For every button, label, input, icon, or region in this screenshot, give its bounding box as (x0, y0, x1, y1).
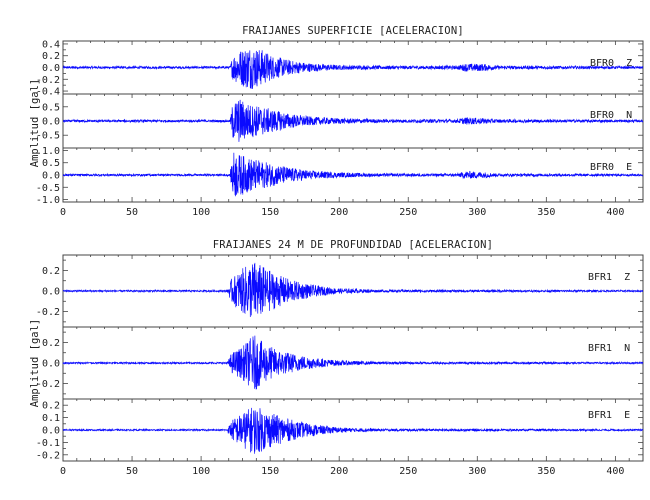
panel-bfr1-z: -0.2 0.0 0.2 BFR1 Z (36, 254, 644, 328)
y-tick-label-bfr1-e: 0.1 (42, 413, 60, 424)
trace-bfr0-e (62, 152, 644, 197)
trace-bfr1-z (62, 262, 644, 318)
y-tick-label-bfr1-z: -0.2 (36, 307, 60, 318)
depth-panel-group: FRAIJANES 24 M DE PROFUNDIDAD [ACELERACI… (29, 239, 644, 477)
x-tick-label: 100 (192, 207, 210, 218)
trace-bfr0-z (62, 50, 644, 90)
y-tick-label-bfr1-z: 0.2 (42, 266, 60, 277)
surface-panel-group: FRAIJANES SUPERFICIE [ACELERACION] Ampli… (29, 25, 644, 218)
y-tick-label-bfr0-z: -0.4 (36, 87, 60, 98)
y-tick-label-bfr1-e: -0.2 (36, 450, 60, 461)
x-tick-label: 50 (126, 466, 138, 477)
y-tick-label-bfr1-n: -0.2 (36, 379, 60, 390)
surface-chart-title: FRAIJANES SUPERFICIE [ACELERACION] (242, 25, 464, 37)
panel-bfr0-n: -0.5 0.0 0.5 BFR0 N (36, 93, 644, 149)
panel-bfr1-n: -0.2 0.0 0.2 BFR1 N (36, 326, 644, 400)
y-tick-label-bfr0-z: 0.0 (42, 63, 60, 74)
x-tick-label: 0 (60, 207, 66, 218)
y-tick-label-bfr0-z: -0.2 (36, 75, 60, 86)
x-tick-label: 300 (468, 207, 486, 218)
trace-bfr1-e (62, 407, 644, 454)
surface-x-axis: 0 50 100 150 200 250 300 350 400 (60, 41, 644, 218)
y-tick-label-bfr0-e: 1.0 (42, 146, 60, 157)
x-tick-label: 50 (126, 207, 138, 218)
x-tick-label: 350 (537, 466, 555, 477)
depth-y-axis-label: Amplitud [gal] (29, 319, 41, 408)
x-tick-label: 250 (399, 207, 417, 218)
y-tick-label-bfr0-e: 0.5 (42, 158, 60, 169)
y-tick-label-bfr1-z: 0.0 (42, 287, 60, 298)
depth-chart-title: FRAIJANES 24 M DE PROFUNDIDAD [ACELERACI… (213, 239, 493, 251)
y-tick-label-bfr0-e: -1.0 (36, 195, 60, 206)
trace-bfr0-n (62, 99, 644, 142)
station-label-bfr1-z: BFR1 Z (588, 272, 630, 283)
station-label-bfr1-n: BFR1 N (588, 343, 630, 354)
x-tick-label: 350 (537, 207, 555, 218)
panel-bfr0-z: -0.4-0.20.00.20.4 BFR0 Z (36, 39, 644, 98)
surface-y-axis-label: Amplitud [gal] (29, 79, 41, 168)
y-tick-label-bfr0-n: 0.5 (42, 102, 60, 113)
y-tick-label-bfr1-e: -0.1 (36, 438, 60, 449)
y-tick-label-bfr1-n: 0.0 (42, 359, 60, 370)
x-tick-label: 100 (192, 466, 210, 477)
y-tick-label-bfr0-n: 0.0 (42, 117, 60, 128)
y-tick-label-bfr0-z: 0.4 (42, 39, 60, 50)
trace-bfr1-n (62, 335, 644, 390)
panel-bfr1-e: -0.2-0.10.0 0.10.2 BFR1 E (36, 398, 644, 462)
station-label-bfr0-n: BFR0 N (590, 110, 632, 121)
station-label-bfr0-e: BFR0 E (590, 162, 632, 173)
x-tick-label: 400 (606, 207, 624, 218)
y-tick-label-bfr0-e: 0.0 (42, 171, 60, 182)
y-tick-label-bfr0-z: 0.2 (42, 51, 60, 62)
y-tick-label-bfr1-n: 0.2 (42, 338, 60, 349)
x-tick-label: 0 (60, 466, 66, 477)
y-axis-bfr1-e: -0.2-0.10.0 0.10.2 (36, 398, 643, 462)
x-tick-label: 150 (261, 207, 279, 218)
station-label-bfr1-e: BFR1 E (588, 410, 630, 421)
y-tick-label-bfr0-n: -0.5 (36, 131, 60, 142)
y-tick-label-bfr1-e: 0.0 (42, 426, 60, 437)
y-tick-label-bfr1-e: 0.2 (42, 401, 60, 412)
x-tick-label: 150 (261, 466, 279, 477)
x-tick-label: 250 (399, 466, 417, 477)
x-tick-label: 400 (606, 466, 624, 477)
x-tick-label: 300 (468, 466, 486, 477)
y-tick-label-bfr0-e: -0.5 (36, 183, 60, 194)
x-tick-label: 200 (330, 466, 348, 477)
station-label-bfr0-z: BFR0 Z (590, 58, 632, 69)
depth-x-axis: 0 50 100 150 200 250 300 350 400 (60, 255, 644, 477)
x-tick-label: 200 (330, 207, 348, 218)
